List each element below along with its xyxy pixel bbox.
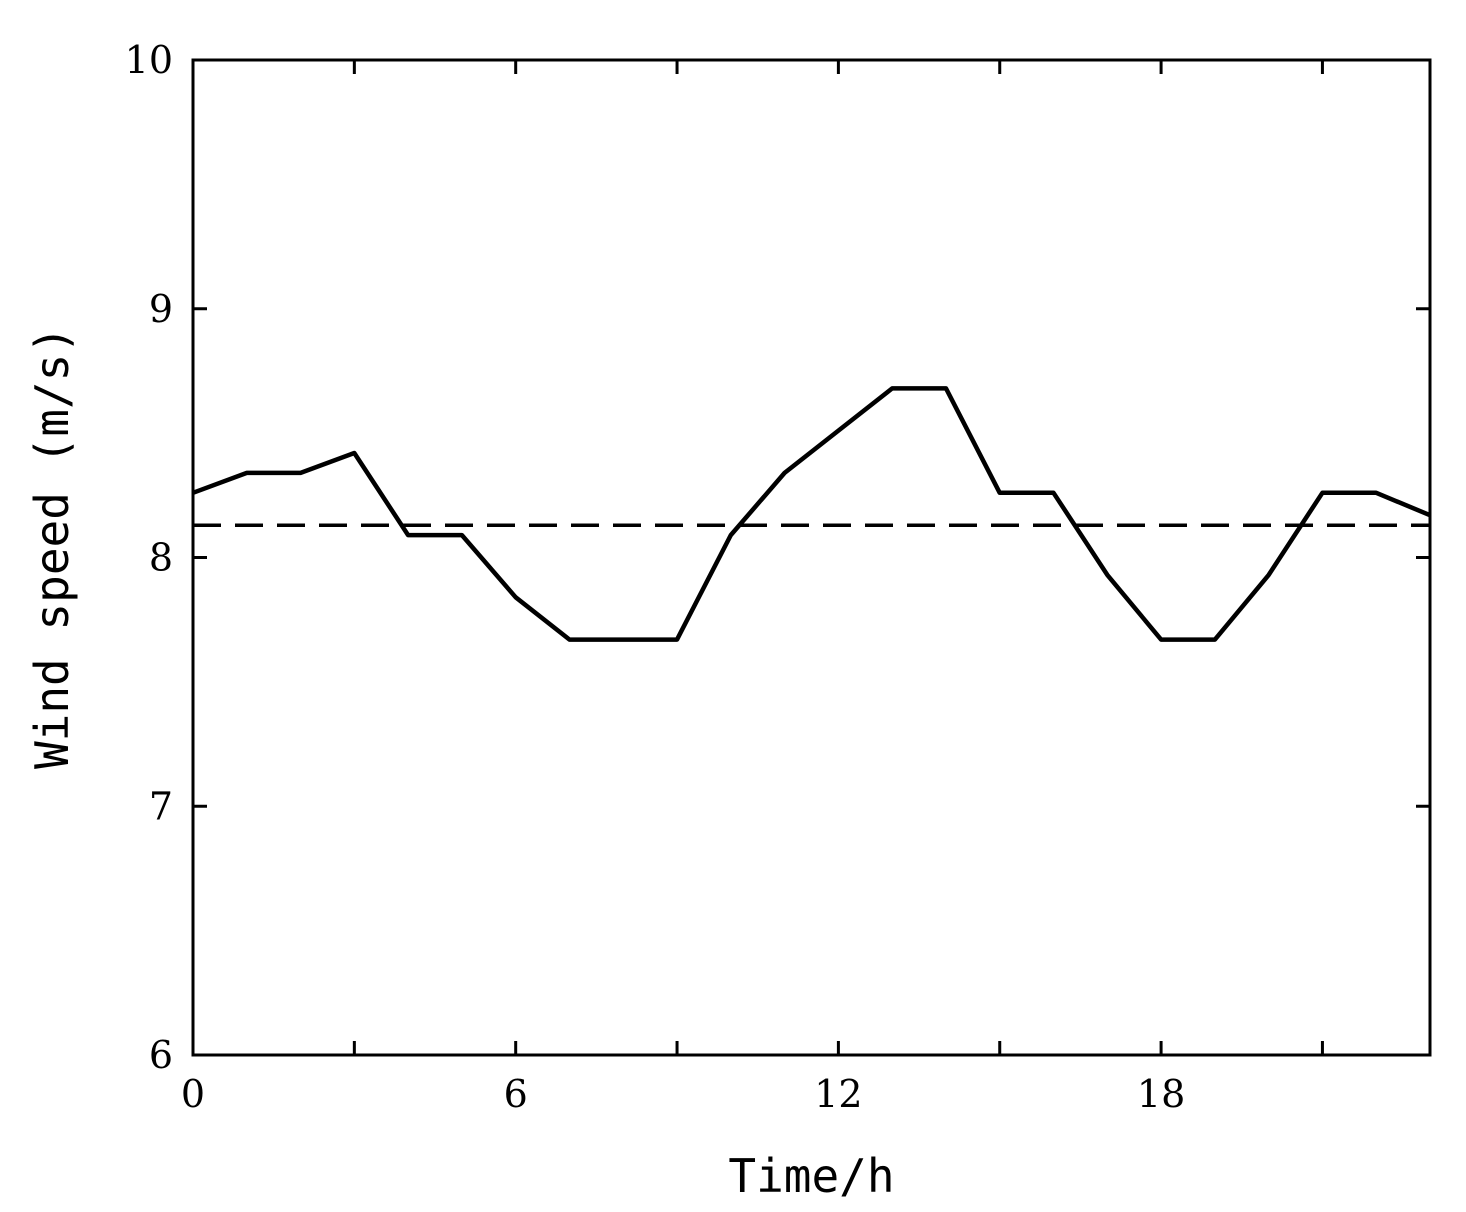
axis-ticks	[191, 58, 1430, 1057]
plot-frame	[191, 58, 1432, 1057]
y-tick-label: 6	[149, 1033, 173, 1077]
y-tick-label: 10	[125, 38, 173, 82]
x-tick-label: 6	[504, 1072, 528, 1116]
x-tick-label: 12	[814, 1072, 862, 1116]
y-tick-label: 8	[149, 536, 173, 580]
x-tick-label: 0	[181, 1072, 205, 1116]
x-axis-label: Time/h	[728, 1149, 894, 1203]
y-axis-label: Wind speed (m/s)	[25, 326, 79, 769]
series-group	[192, 386, 1431, 642]
x-tick-label: 18	[1137, 1072, 1185, 1116]
y-tick-label: 9	[149, 287, 173, 331]
wind-speed-line	[192, 386, 1431, 642]
y-tick-label: 7	[149, 784, 173, 828]
